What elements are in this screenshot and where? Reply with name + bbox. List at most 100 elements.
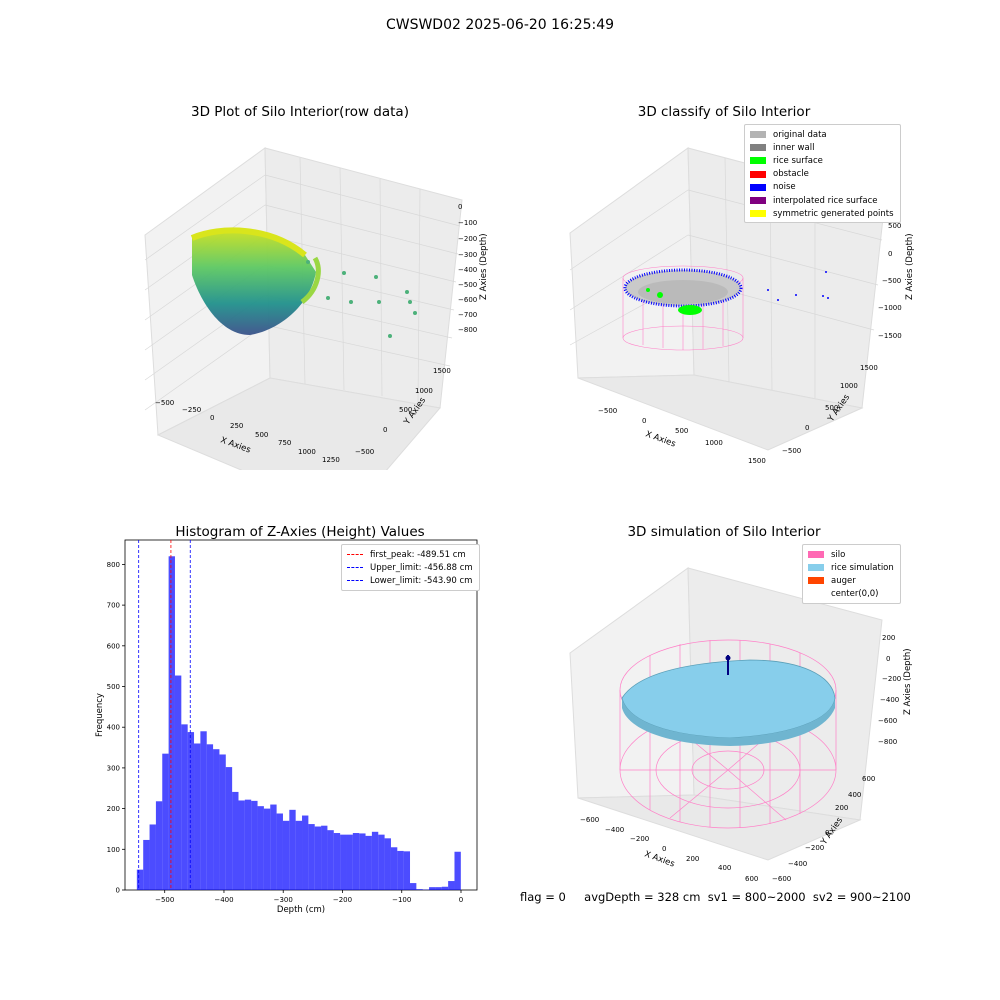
x-tick-label: 0 xyxy=(459,896,463,904)
raw-ztick: −800 xyxy=(458,326,477,334)
classify-ytick: 1000 xyxy=(840,382,858,390)
legend-swatch xyxy=(808,551,824,559)
histogram-x-ticks: −500 −400 −300 −200 −100 0 xyxy=(155,890,463,904)
histogram-bar xyxy=(174,675,182,890)
histogram-bar xyxy=(270,804,277,890)
classify-xtick: 1000 xyxy=(705,439,723,447)
legend-item: Upper_limit: -456.88 cm xyxy=(347,561,473,574)
legend-line xyxy=(347,567,363,569)
x-tick-label: −400 xyxy=(214,896,233,904)
histogram-bar xyxy=(435,887,442,890)
histogram-bar xyxy=(384,838,391,890)
histogram-bar xyxy=(244,799,252,890)
legend-item: Lower_limit: -543.90 cm xyxy=(347,574,473,587)
legend-item: auger xyxy=(808,574,894,587)
histogram-bar xyxy=(136,869,144,890)
histogram-bar xyxy=(390,847,398,890)
classify-ytick: −500 xyxy=(782,447,801,455)
classify-xtick: 500 xyxy=(675,427,688,435)
stats-line: flag = 0 avgDepth = 328 cm sv1 = 800~200… xyxy=(520,890,911,904)
y-tick-label: 100 xyxy=(107,846,120,854)
raw-xtick: 500 xyxy=(255,431,268,439)
raw-ytick: 1500 xyxy=(433,367,451,375)
histogram-bar xyxy=(194,743,201,890)
legend-item: silo xyxy=(808,548,894,561)
classify-ztick: −1000 xyxy=(878,304,902,312)
classify-noise xyxy=(767,271,829,301)
sim-ztick: 0 xyxy=(886,655,890,663)
sim-ytick: −200 xyxy=(805,844,824,852)
legend-swatch xyxy=(808,564,824,572)
legend-item: rice simulation xyxy=(808,561,894,574)
histogram-xlabel: Depth (cm) xyxy=(277,905,325,915)
legend-swatch xyxy=(808,590,824,598)
flag-text: flag = 0 xyxy=(520,890,566,904)
sim-ytick: 200 xyxy=(835,804,848,812)
simulation-plot-title: 3D simulation of Silo Interior xyxy=(627,524,821,540)
simulation-center xyxy=(725,655,731,661)
y-tick-label: 800 xyxy=(107,561,120,569)
classify-legend: original data inner wall rice surface ob… xyxy=(744,124,901,224)
sim-ytick: −600 xyxy=(772,875,791,883)
raw-ytick: 500 xyxy=(399,406,412,414)
legend-swatch xyxy=(750,144,766,152)
classify-plot-title: 3D classify of Silo Interior xyxy=(637,104,811,120)
sim-xtick: −400 xyxy=(605,826,624,834)
legend-swatch xyxy=(808,577,824,585)
classify-ztick: −1500 xyxy=(878,332,902,340)
x-tick-label: −200 xyxy=(333,896,352,904)
raw-ztick: −600 xyxy=(458,296,477,304)
histogram-bar xyxy=(416,889,423,890)
histogram-bar xyxy=(213,749,220,890)
histogram-chart: −500 −400 −300 −200 −100 0 0 100 200 300 400 500 60… xyxy=(95,539,478,915)
sim-ztick: −600 xyxy=(878,717,897,725)
raw-plot-title: 3D Plot of Silo Interior(row data) xyxy=(191,104,409,120)
legend-swatch xyxy=(750,157,766,165)
legend-item: interpolated rice surface xyxy=(750,194,894,207)
raw-ztick: −700 xyxy=(458,311,477,319)
raw-scatter-outliers xyxy=(306,260,417,338)
histogram-bar xyxy=(340,834,347,890)
histogram-bar xyxy=(352,833,360,890)
classify-ytick: 1500 xyxy=(860,364,878,372)
legend-line xyxy=(347,580,363,582)
histogram-bar xyxy=(454,851,461,890)
figure-title: CWSWD02 2025-06-20 16:25:49 xyxy=(385,17,615,33)
histogram-bar xyxy=(371,831,379,890)
raw-xtick: 1000 xyxy=(298,448,316,456)
simulation-legend: silo rice simulation auger center(0,0) xyxy=(802,544,901,604)
legend-item: inner wall xyxy=(750,141,894,154)
histogram-bar xyxy=(327,830,334,890)
avg-depth-text: avgDepth = 328 cm sv1 = 800~2000 sv2 = 9… xyxy=(584,890,911,904)
histogram-bar xyxy=(378,834,385,890)
x-tick-label: −500 xyxy=(155,896,174,904)
raw-ytick: −500 xyxy=(355,448,374,456)
histogram-bar xyxy=(403,851,411,890)
histogram-bar xyxy=(143,839,150,890)
sim-zlabel: Z Axies (Depth) xyxy=(903,648,913,715)
sim-ztick: −400 xyxy=(880,696,899,704)
sim-ztick: 200 xyxy=(882,634,895,642)
legend-line xyxy=(347,554,363,556)
histogram-bar xyxy=(359,833,366,890)
histogram-bar xyxy=(302,815,309,890)
histogram-bar xyxy=(441,886,449,890)
y-tick-label: 300 xyxy=(107,764,120,772)
histogram-bar xyxy=(276,813,283,890)
raw-ytick: 1000 xyxy=(415,387,433,395)
legend-item: rice surface xyxy=(750,154,894,167)
legend-item: original data xyxy=(750,128,894,141)
y-tick-label: 500 xyxy=(107,683,120,691)
histogram-bar xyxy=(206,744,214,890)
legend-swatch xyxy=(750,197,766,205)
histogram-legend: first_peak: -489.51 cm Upper_limit: -456… xyxy=(341,544,480,591)
classify-ytick: 500 xyxy=(825,404,838,412)
classify-xtick: 1500 xyxy=(748,457,766,465)
raw-xtick: −500 xyxy=(155,399,174,407)
sim-xtick: −200 xyxy=(630,835,649,843)
classify-rice-surface xyxy=(646,288,702,315)
sim-xtick: −600 xyxy=(580,816,599,824)
legend-swatch xyxy=(750,183,766,191)
histogram-bar xyxy=(321,825,328,890)
histogram-bar xyxy=(181,724,188,890)
